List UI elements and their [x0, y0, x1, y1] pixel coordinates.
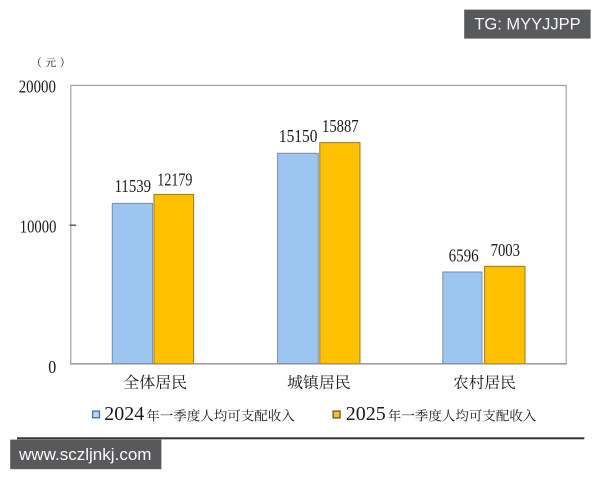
svg-text:2025: 2025	[346, 403, 386, 425]
svg-text:10000: 10000	[20, 217, 57, 237]
svg-text:www.sczljnkj.com: www.sczljnkj.com	[18, 446, 152, 464]
svg-text:20000: 20000	[19, 77, 56, 97]
svg-text:15887: 15887	[322, 116, 359, 136]
svg-text:2024: 2024	[104, 403, 144, 425]
svg-text:0: 0	[48, 357, 56, 377]
svg-text:TG: MYYJJPP: TG: MYYJJPP	[474, 16, 580, 34]
svg-text:6596: 6596	[449, 245, 479, 265]
svg-text:7003: 7003	[491, 240, 520, 260]
svg-text:12179: 12179	[157, 169, 192, 189]
svg-text:11539: 11539	[115, 176, 151, 196]
svg-text:15150: 15150	[279, 126, 318, 146]
